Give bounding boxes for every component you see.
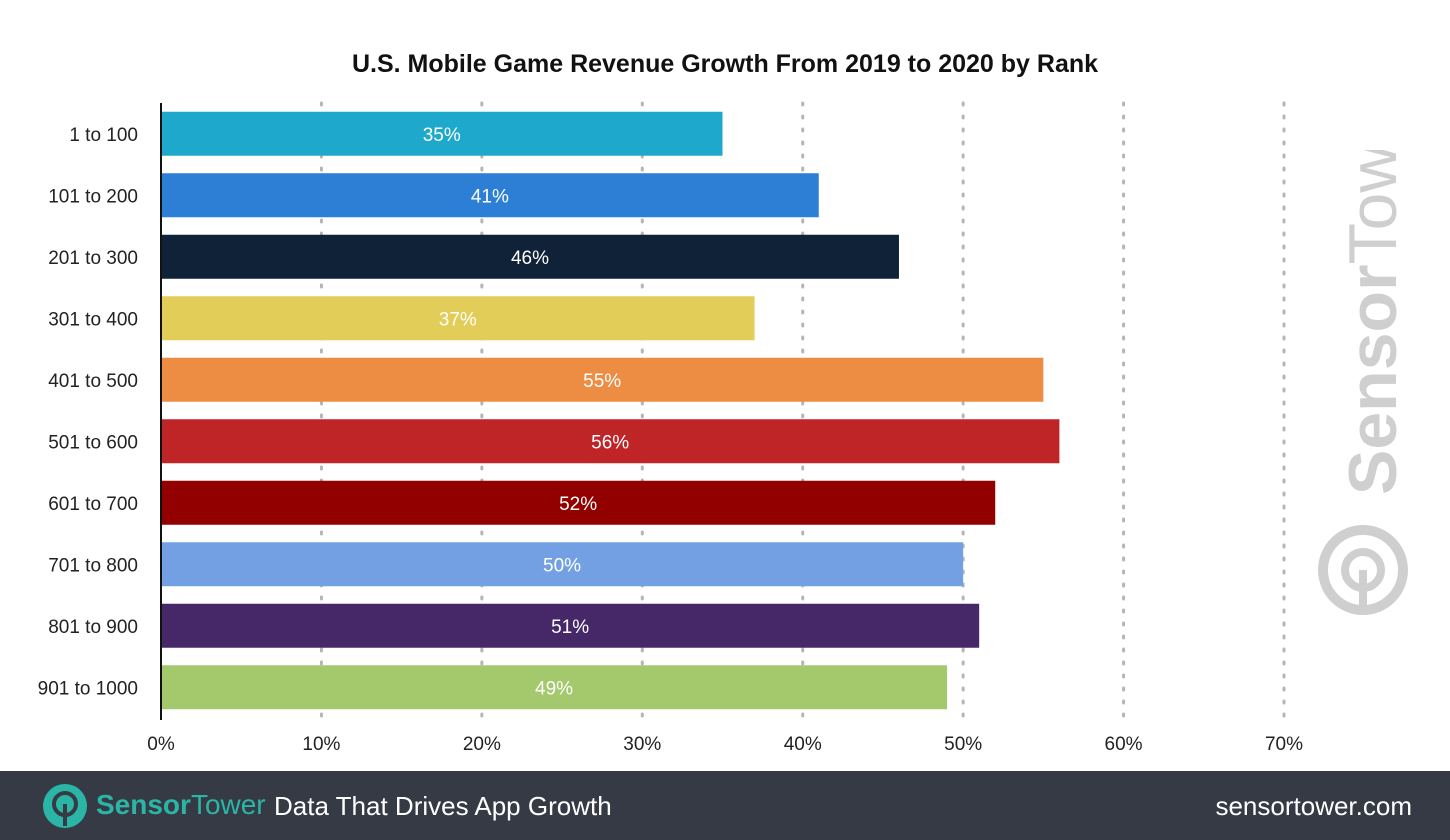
data-label: 46%	[511, 248, 549, 269]
data-label: 56%	[591, 432, 629, 453]
footer-url[interactable]: sensortower.com	[1215, 791, 1412, 821]
bar	[161, 357, 1044, 402]
x-tick-label: 30%	[623, 734, 661, 755]
svg-text:SensorTower: SensorTower	[1335, 150, 1408, 495]
data-label: 41%	[471, 186, 509, 207]
bar	[161, 603, 980, 648]
x-tick-label: 70%	[1265, 734, 1303, 755]
footer-tagline: Data That Drives App Growth	[274, 791, 612, 821]
x-tick-label: 50%	[944, 734, 982, 755]
y-tick-label: 1 to 100	[69, 125, 138, 146]
footer-brand: SensorTower	[96, 789, 266, 820]
y-tick-label: 301 to 400	[48, 309, 138, 330]
data-label: 51%	[551, 617, 589, 638]
bar	[161, 480, 996, 525]
y-tick-label: 801 to 900	[48, 617, 138, 638]
bar	[161, 542, 964, 587]
data-label: 55%	[583, 371, 621, 392]
x-tick-label: 60%	[1105, 734, 1143, 755]
bar	[161, 111, 723, 156]
bar	[161, 296, 755, 341]
data-label: 52%	[559, 494, 597, 515]
y-tick-label: 401 to 500	[48, 371, 138, 392]
x-tick-label: 10%	[302, 734, 340, 755]
x-tick-label: 0%	[147, 734, 175, 755]
y-tick-label: 701 to 800	[48, 555, 138, 576]
data-label: 35%	[423, 125, 461, 146]
y-tick-label: 201 to 300	[48, 248, 138, 269]
data-label: 50%	[543, 555, 581, 576]
bar	[161, 234, 899, 279]
bar	[161, 419, 1060, 464]
y-tick-label: 901 to 1000	[38, 678, 138, 699]
bar-chart: 0% 10% 20% 30% 40% 50% 60% 70% 35% 1 to 100 41% 101…	[38, 101, 1303, 755]
sensortower-logo-icon	[43, 784, 87, 828]
data-label: 49%	[535, 678, 573, 699]
bar	[161, 173, 819, 218]
chart-title: U.S. Mobile Game Revenue Growth From 201…	[351, 50, 1099, 78]
bar	[161, 665, 948, 710]
y-tick-label: 101 to 200	[48, 186, 138, 207]
footer: SensorTower Data That Drives App Growth …	[0, 771, 1450, 840]
sensortower-watermark: SensorTower	[1318, 150, 1408, 615]
x-tick-label: 20%	[463, 734, 501, 755]
x-tick-label: 40%	[784, 734, 822, 755]
data-label: 37%	[439, 309, 477, 330]
y-tick-label: 601 to 700	[48, 494, 138, 515]
y-tick-label: 501 to 600	[48, 432, 138, 453]
